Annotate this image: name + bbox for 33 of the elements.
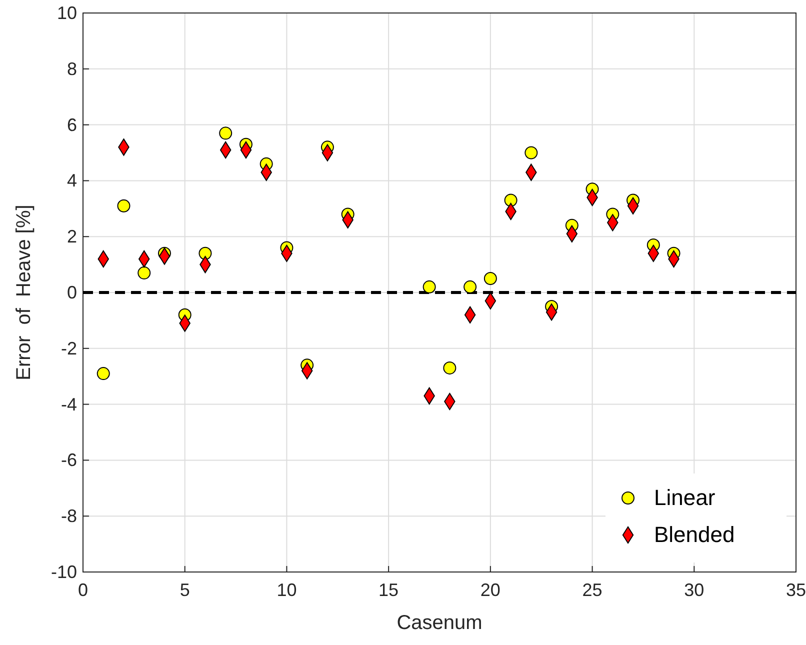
point: [96, 367, 110, 380]
y-tick-label: 8: [66, 58, 77, 79]
x-tick-label: 20: [480, 580, 500, 600]
point: [504, 194, 518, 207]
y-tick-label: 10: [56, 3, 77, 23]
y-tick-label: -2: [60, 338, 77, 358]
y-tick-label: -8: [60, 506, 77, 526]
x-tick-label: 10: [276, 580, 297, 600]
y-tick-label: -4: [60, 394, 77, 414]
x-tick-label: 5: [180, 580, 190, 600]
point: [524, 146, 538, 160]
y-tick-label: 0: [66, 282, 77, 302]
y-tick-label: 4: [66, 170, 77, 191]
y-tick-label: -6: [60, 450, 77, 470]
x-tick-label: 35: [786, 580, 806, 600]
point: [422, 280, 436, 294]
point: [138, 266, 151, 280]
x-tick-label: 25: [582, 580, 602, 600]
y-tick-label: 2: [66, 226, 77, 247]
legend-label: Blended: [654, 522, 735, 547]
y-tick-label: -10: [50, 562, 77, 582]
point: [484, 272, 497, 286]
x-axis-title: Casenum: [396, 612, 482, 634]
point: [464, 280, 477, 294]
x-tick-label: 15: [378, 580, 399, 600]
point: [443, 361, 456, 374]
y-tick-label: 6: [66, 114, 77, 135]
point: [117, 199, 130, 212]
y-axis-title: Error of Heave [%]: [13, 204, 35, 380]
x-tick-label: 30: [684, 580, 704, 600]
legend-label: Linear: [654, 485, 716, 510]
point: [219, 126, 232, 140]
point: [198, 246, 212, 260]
